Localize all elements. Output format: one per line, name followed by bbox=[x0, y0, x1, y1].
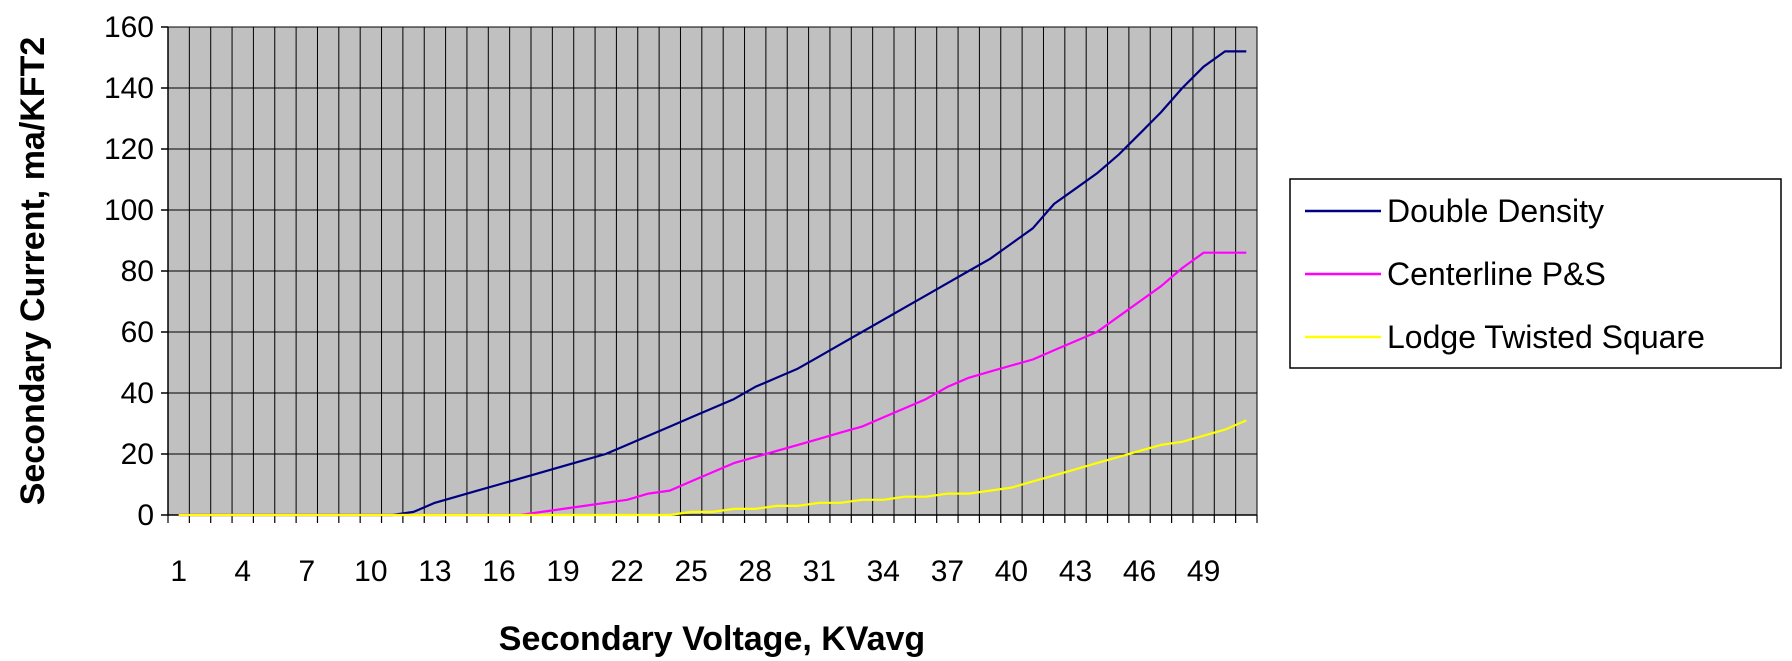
x-tick-label: 49 bbox=[1187, 555, 1220, 588]
x-tick-label: 40 bbox=[995, 555, 1028, 588]
x-axis-ticks: 1 4 7 10 13 16 19 22 25 28 31 34 37 40 43 46 49 bbox=[167, 515, 1258, 588]
y-tick-label: 160 bbox=[104, 11, 154, 44]
x-tick-label: 19 bbox=[546, 555, 579, 588]
x-tick-label: 37 bbox=[931, 555, 964, 588]
x-tick-label: 43 bbox=[1059, 555, 1092, 588]
series-line-lodge-twisted-square bbox=[178, 419, 1247, 517]
x-tick-label: 34 bbox=[867, 555, 900, 588]
x-tick-label: 25 bbox=[674, 555, 707, 588]
x-tick-label: 28 bbox=[739, 555, 772, 588]
y-tick-label: 40 bbox=[121, 377, 154, 410]
x-tick-label: 22 bbox=[610, 555, 643, 588]
legend: Double Density Centerline P&S Lodge Twiste… bbox=[1289, 178, 1782, 369]
legend-label: Lodge Twisted Square bbox=[1387, 319, 1705, 355]
x-axis-title: Secondary Voltage, KVavg bbox=[499, 620, 925, 658]
y-axis-title: Secondary Current, ma/KFT2 bbox=[14, 37, 52, 506]
y-tick-label: 80 bbox=[121, 255, 154, 288]
x-tick-label: 10 bbox=[354, 555, 387, 588]
y-tick-label: 140 bbox=[104, 72, 154, 105]
x-tick-label: 16 bbox=[482, 555, 515, 588]
y-axis-ticks: 0 20 40 60 80 100 120 140 160 bbox=[104, 11, 168, 532]
y-tick-label: 20 bbox=[121, 438, 154, 471]
x-tick-label: 1 bbox=[170, 555, 187, 588]
series-lines bbox=[178, 50, 1247, 517]
y-tick-label: 100 bbox=[104, 194, 154, 227]
y-tick-label: 120 bbox=[104, 133, 154, 166]
legend-label: Double Density bbox=[1387, 193, 1604, 229]
x-tick-label: 13 bbox=[418, 555, 451, 588]
legend-label: Centerline P&S bbox=[1387, 256, 1606, 292]
x-tick-label: 46 bbox=[1123, 555, 1156, 588]
x-tick-label: 31 bbox=[803, 555, 836, 588]
x-tick-label: 4 bbox=[234, 555, 251, 588]
y-tick-label: 60 bbox=[121, 316, 154, 349]
x-tick-label: 7 bbox=[298, 555, 315, 588]
y-tick-label: 0 bbox=[137, 499, 154, 532]
